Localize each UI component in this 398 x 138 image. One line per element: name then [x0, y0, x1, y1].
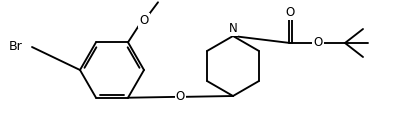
- Text: O: O: [176, 90, 185, 103]
- Text: O: O: [139, 14, 148, 27]
- Text: O: O: [285, 6, 295, 19]
- Text: O: O: [313, 36, 323, 50]
- Text: Br: Br: [8, 40, 22, 54]
- Text: N: N: [228, 22, 237, 35]
